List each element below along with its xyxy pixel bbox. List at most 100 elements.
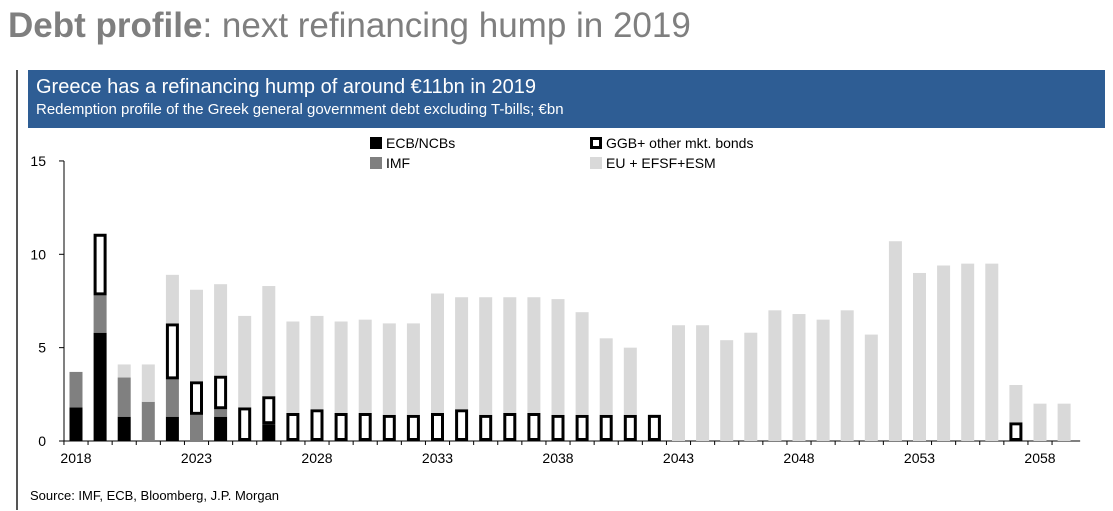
bar-eu [672,325,685,441]
legend-swatch [370,137,382,149]
bar-eu [262,286,276,397]
y-tick-label: 15 [30,153,46,169]
bar-eu [720,340,734,441]
bar-eu [455,297,469,410]
x-tick-label: 2058 [1024,450,1055,466]
x-tick-label: 2028 [301,450,332,466]
bar-eu [1009,384,1023,423]
bar-imf [190,414,203,441]
legend-label: ECB/NCBs [386,135,455,151]
bar-eu [238,315,252,408]
bar-eu [696,325,710,441]
bar-ggb [262,396,276,425]
bar-imf [141,401,155,441]
bar-eu [768,310,782,441]
bar-imf [165,379,179,417]
bar-ggb [93,233,107,296]
y-tick-label: 5 [38,340,46,356]
legend-label: IMF [386,155,410,171]
legend-swatch [590,137,602,149]
x-tick-label: 2023 [181,450,212,466]
bar-eu [117,364,131,378]
chart-banner: Greece has a refinancing hump of around … [28,70,1105,128]
bar-eu [551,299,565,415]
bar-ecb [214,416,228,441]
bar-imf [214,409,228,417]
bar-ggb [286,412,300,441]
bar-eu [406,323,420,415]
legend-label: EU + EFSF+ESM [606,155,716,171]
bar-ggb [647,414,661,441]
bar-ggb [599,414,613,441]
bar-eu [792,314,806,441]
chart-title: Greece has a refinancing hump of around … [36,76,536,98]
bar-ecb [262,424,276,441]
bar-ecb [93,332,107,441]
bar-ggb [575,414,589,441]
page-title: Debt profile: next refinancing hump in 2… [8,6,691,46]
y-tick-label: 0 [38,433,46,449]
bar-eu [165,274,179,324]
x-tick-label: 2038 [542,450,573,466]
bar-ecb [165,416,179,441]
bar-eu [1057,403,1071,441]
source-note: Source: IMF, ECB, Bloomberg, J.P. Morgan [30,488,280,503]
bar-eu [358,319,372,413]
bar-ggb [310,409,324,441]
x-tick-label: 2018 [60,450,91,466]
bar-eu [141,364,155,402]
chart-subtitle: Redemption profile of the Greek general … [36,101,564,118]
bar-eu [286,321,300,413]
bar-ecb [69,407,83,441]
bar-eu [985,263,999,441]
bar-eu [190,289,203,382]
bar-ggb [1009,422,1023,441]
left-rule [16,70,18,510]
bar-eu [864,334,878,441]
y-tick-label: 10 [30,246,46,262]
redemption-chart: 0 5 10 15 2018 2023 2028 2033 2038 2043 2048 2053 20… [30,135,1081,466]
bar-ggb [551,414,565,441]
bar-eu [961,263,975,441]
bar-eu [527,297,541,413]
x-tick-label: 2048 [783,450,814,466]
legend-swatch [370,157,382,169]
bar-eu [937,265,951,441]
bar-eu [575,312,589,415]
bar-eu [479,297,493,415]
bar-eu [310,315,324,410]
bar-ggb [382,414,396,441]
legend-label: GGB+ other mkt. bonds [606,135,753,151]
bar-eu [599,338,613,415]
bar-imf [93,295,107,333]
bar-imf [117,377,131,417]
bar-eu [888,241,902,441]
bar-ggb [358,412,372,441]
bar-eu [214,284,228,376]
bar-eu [623,347,637,415]
bar-ggb [455,409,469,441]
bar-ggb [479,414,493,441]
bar-eu [382,323,396,415]
bar-ggb [238,407,252,442]
legend-swatch [590,157,602,169]
bar-eu [1033,403,1047,441]
bar-ggb [214,375,228,410]
page-title-rest: : next refinancing hump in 2019 [202,6,691,45]
bar-ggb [431,412,444,441]
x-tick-label: 2043 [663,450,694,466]
bar-ggb [503,412,517,441]
bar-ggb [406,414,420,441]
bar-eu [503,297,517,413]
bar-eu [334,321,348,413]
bar-eu [840,310,854,441]
bar-ggb [623,414,637,441]
bar-ggb [165,323,179,380]
bar-imf [69,371,83,408]
bar-ggb [334,412,348,441]
bar-eu [431,293,444,413]
x-tick-label: 2033 [422,450,453,466]
bar-ecb [117,416,131,441]
bar-eu [744,332,758,441]
x-tick-label: 2053 [904,450,935,466]
